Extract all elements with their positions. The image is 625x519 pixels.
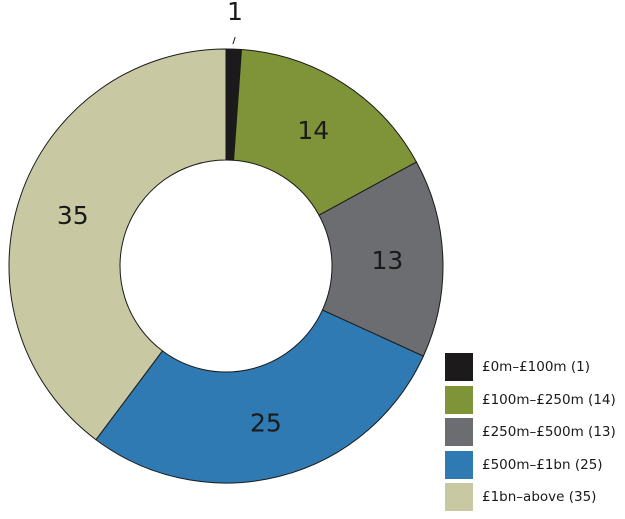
slice-labels: 1 14 13 25 35 <box>57 0 403 437</box>
legend-item: £100m–£250m (14) <box>445 385 616 414</box>
slice-value-label: 1 <box>227 0 243 26</box>
label-leader-line <box>232 36 236 45</box>
slice-value-label: 13 <box>371 246 403 275</box>
legend-label: £1bn–above (35) <box>482 489 597 505</box>
legend-item: £500m–£1bn (25) <box>445 450 616 479</box>
donut-slice <box>318 161 444 357</box>
donut-slice <box>95 309 425 484</box>
legend-label: £500m–£1bn (25) <box>482 456 603 473</box>
slice-value-label: 35 <box>57 201 89 230</box>
legend-swatch <box>445 353 473 381</box>
legend-swatch <box>445 450 473 479</box>
legend-item: £0m–£100m (1) <box>445 353 616 381</box>
legend-swatch <box>445 483 473 511</box>
legend-item: £250m–£500m (13) <box>445 418 616 446</box>
legend-swatch <box>445 418 473 446</box>
slice-value-label: 14 <box>297 116 329 145</box>
legend-item: £1bn–above (35) <box>445 483 616 511</box>
slice-value-label: 25 <box>250 408 282 437</box>
legend-label: £100m–£250m (14) <box>482 391 616 408</box>
donut-slice <box>8 48 227 441</box>
legend: £0m–£100m (1) £100m–£250m (14) £250m–£50… <box>445 353 616 516</box>
legend-label: £0m–£100m (1) <box>482 359 590 375</box>
donut-slices <box>8 48 444 484</box>
legend-label: £250m–£500m (13) <box>482 424 616 440</box>
donut-slice <box>233 49 418 216</box>
legend-swatch <box>445 385 473 414</box>
